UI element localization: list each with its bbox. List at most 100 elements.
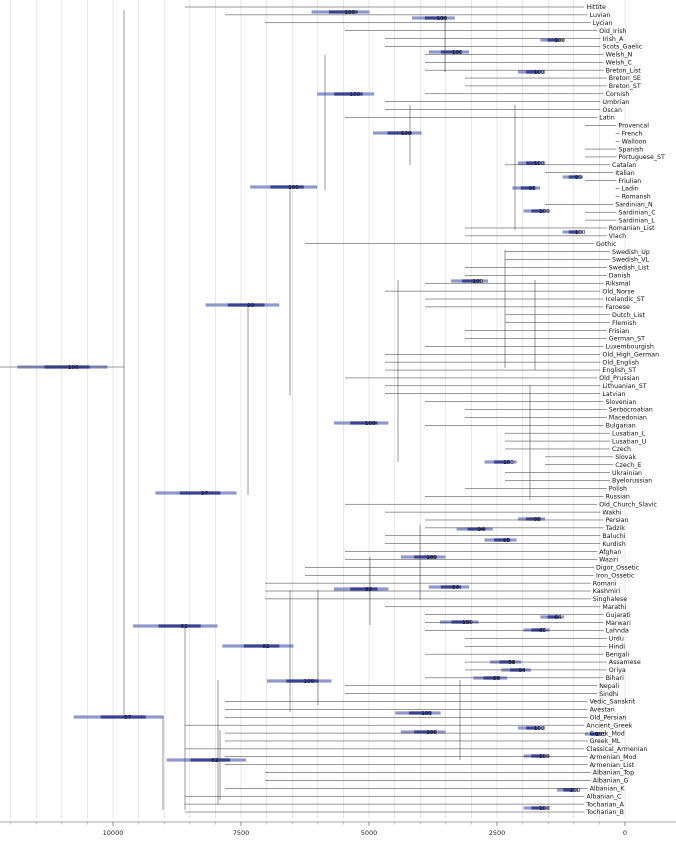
- taxon-label: Czech: [612, 446, 631, 453]
- time-axis: 10000 7500 5000 2500 0: [0, 821, 676, 837]
- support-value: 100: [437, 16, 448, 22]
- taxon-label: Tadzik: [605, 525, 626, 532]
- taxon-label: Albanian_Top: [593, 770, 634, 777]
- hpd-core: [531, 806, 545, 810]
- taxon-label: Kashmiri: [593, 588, 621, 595]
- taxon-label: Swedish_Up: [612, 249, 650, 256]
- taxon-label: Gothic: [596, 241, 617, 248]
- hpd-core: [350, 587, 378, 591]
- tree-branches: [0, 6, 620, 813]
- support-value: 96: [493, 676, 501, 682]
- support-value: 100: [534, 161, 545, 167]
- taxon-label: Breton_ST: [609, 83, 641, 90]
- support-value: 100: [452, 50, 463, 56]
- taxon-label: Macedonian: [609, 415, 647, 422]
- support-value: 100: [421, 711, 432, 717]
- taxon-label: Hittite: [586, 4, 606, 11]
- taxon-label: Catalan: [612, 162, 636, 169]
- support-value: 82: [211, 758, 218, 764]
- taxon-label: Assamese: [609, 659, 641, 666]
- support-value: 100: [570, 788, 581, 794]
- hpd-core: [440, 50, 462, 54]
- taxon-label: Old_Prussian: [599, 375, 639, 382]
- support-value: 99: [575, 175, 583, 181]
- hpd-core: [526, 70, 540, 74]
- support-value: 82: [262, 644, 269, 650]
- taxon-label: Walloon: [622, 138, 647, 145]
- support-value: 99: [365, 587, 373, 593]
- support-value: 62: [181, 624, 188, 630]
- taxon-label: French: [622, 130, 643, 137]
- hpd-core: [286, 679, 319, 683]
- taxon-label: Albanian_K: [590, 786, 626, 793]
- taxon-label: Cornish: [606, 91, 630, 98]
- taxon-label: Friulian: [618, 178, 641, 185]
- taxon-label: Romani: [593, 580, 617, 587]
- taxon-label: Afghan: [599, 549, 621, 556]
- axis-tick-label: 2500: [489, 829, 506, 837]
- taxon-label: Vlach: [609, 233, 626, 240]
- taxon-label: Lycian: [593, 20, 613, 27]
- hpd-core: [494, 460, 511, 464]
- taxon-label: Byelorussian: [612, 478, 652, 485]
- support-value: 100: [539, 806, 550, 812]
- taxon-label: Welsh_N: [606, 52, 633, 59]
- taxon-label: Welsh_C: [606, 59, 633, 66]
- hpd-core: [568, 230, 579, 234]
- taxon-label: Breton_SE: [609, 75, 641, 82]
- hpd-core: [158, 624, 201, 628]
- support-value: 100: [426, 730, 437, 736]
- axis-tick-label: 10000: [103, 829, 124, 837]
- taxon-labels: HittiteLuvianLycianOld_IrishIrish_AScots…: [585, 4, 665, 816]
- taxon-label: Greek_ML: [590, 738, 621, 745]
- hpd-core: [467, 527, 486, 531]
- taxon-label: Lusatian_U: [612, 438, 647, 445]
- taxon-label: Tocharian_B: [585, 809, 624, 816]
- support-value: 97: [201, 491, 209, 497]
- taxon-label: German_ST: [609, 336, 645, 343]
- hpd-core: [408, 711, 432, 715]
- support-value: 64: [452, 585, 460, 591]
- hpd-core: [526, 726, 540, 730]
- taxon-label: Lusatian_L: [612, 430, 646, 437]
- axis-tick-label: 5000: [361, 829, 378, 837]
- taxon-label: Lithuanian_ST: [602, 383, 646, 390]
- support-value: 100: [575, 230, 586, 236]
- hpd-core: [179, 491, 221, 495]
- taxon-label: Armenian_List: [590, 762, 635, 769]
- taxon-label: Scots_Gaelic: [602, 44, 642, 51]
- support-value: 100: [288, 185, 299, 191]
- hpd-core: [100, 715, 146, 719]
- support-value: 100: [426, 555, 437, 561]
- taxon-label: Romanian_List: [609, 225, 655, 232]
- support-value: 100: [344, 10, 355, 16]
- taxon-label: Digor_Ossetic: [596, 565, 640, 572]
- hpd-core: [387, 131, 412, 135]
- hpd-core: [494, 538, 511, 542]
- support-value: 100: [595, 732, 606, 738]
- taxon-label: Sardinian_N: [615, 202, 653, 209]
- taxon-label: Baluchi: [602, 533, 625, 540]
- hpd-core: [526, 517, 540, 521]
- hpd-core: [334, 92, 363, 96]
- hpd-core: [526, 161, 540, 165]
- taxon-label: Bulgarian: [606, 422, 636, 429]
- taxon-label: Slovak: [615, 454, 636, 461]
- hpd-interval-bars: [17, 10, 602, 810]
- hpd-core: [590, 732, 599, 736]
- taxon-label: Spanish: [618, 146, 643, 153]
- taxon-label: Latvian: [602, 391, 625, 398]
- taxon-label: Classical_Armenian: [586, 746, 647, 753]
- taxon-label: Bengali: [606, 651, 630, 658]
- hpd-core: [547, 615, 560, 619]
- support-value: 57: [124, 715, 132, 721]
- support-value: 100: [472, 279, 483, 285]
- taxon-label: Armenian_Mod: [590, 754, 637, 761]
- hpd-core: [440, 585, 462, 589]
- support-value: 94: [518, 668, 526, 674]
- hpd-core: [270, 185, 304, 189]
- taxon-label: Persian: [606, 517, 629, 524]
- hpd-core: [531, 754, 545, 758]
- taxon-label: Irish_A: [602, 36, 624, 43]
